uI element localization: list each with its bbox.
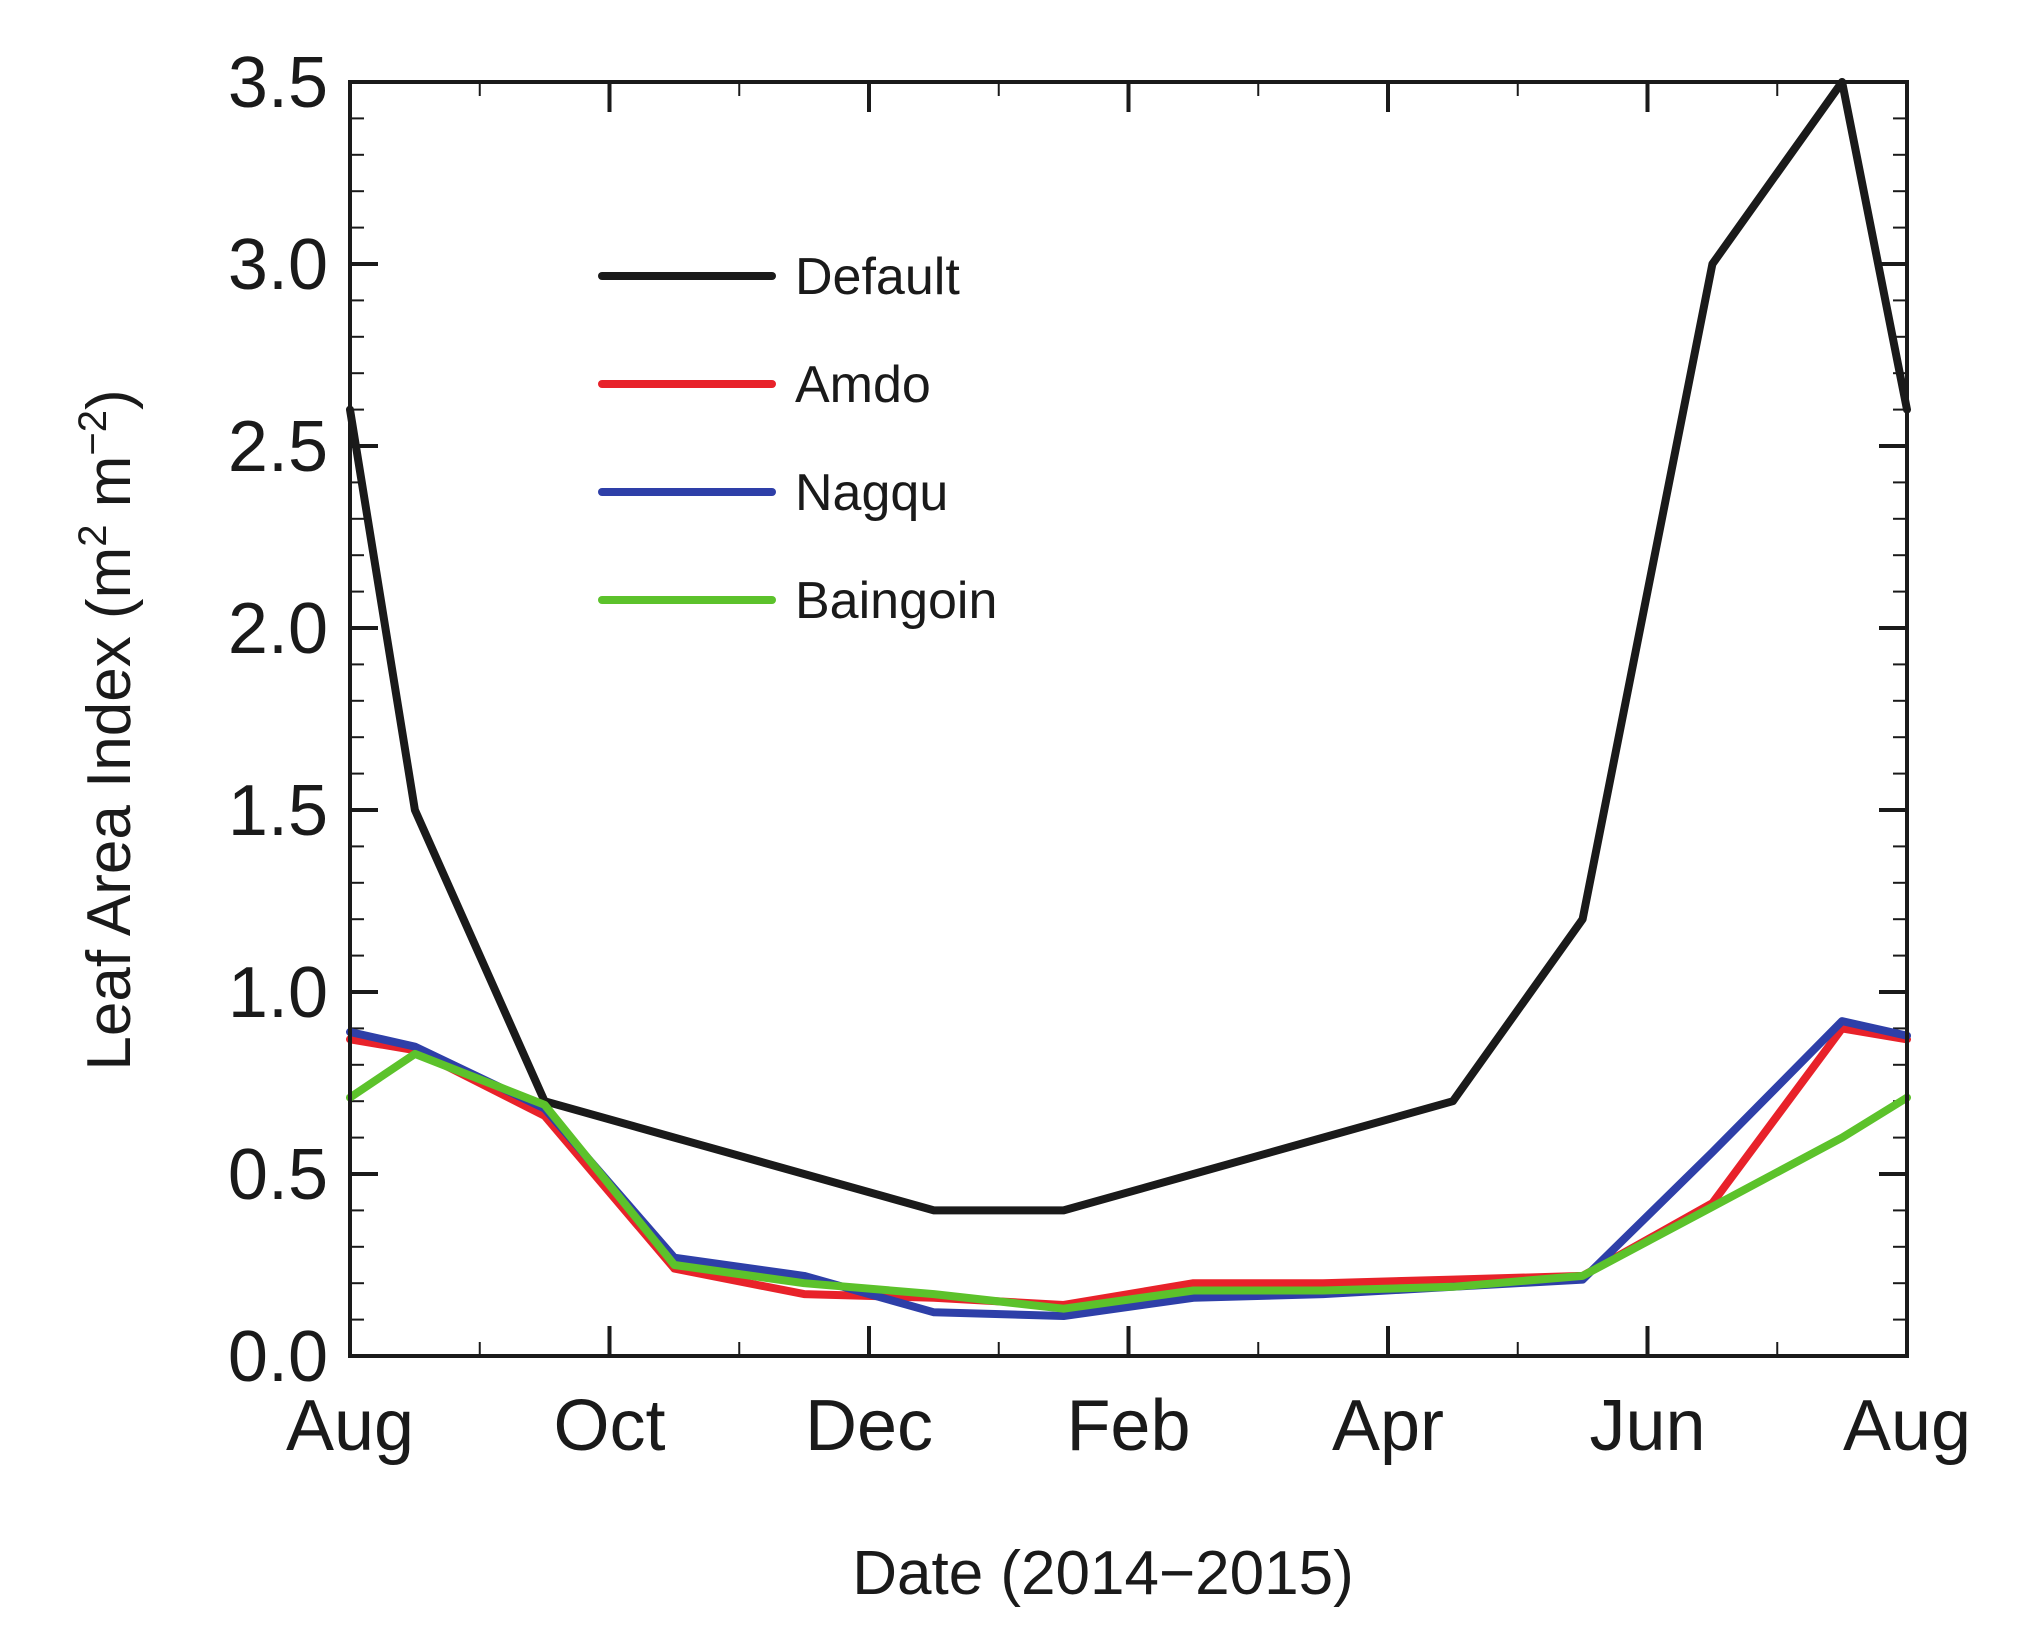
x-tick-label: Jun [1589, 1386, 1705, 1466]
plot-frame [348, 80, 1909, 1358]
y-tick-labels: 0.0 0.5 1.0 1.5 2.0 2.5 3.0 3.5 [228, 43, 328, 1397]
y-tick-label: 3.0 [228, 225, 328, 305]
x-tick-label: Apr [1332, 1386, 1444, 1466]
y-tick-label: 0.5 [228, 1135, 328, 1215]
y-tick-label: 1.0 [228, 953, 328, 1033]
y-tick-label: 3.5 [228, 43, 328, 123]
y-tick-label: 2.5 [228, 407, 328, 487]
y-axis-title-mid: m [75, 456, 144, 525]
x-tick-labels: Aug Oct Dec Feb Apr Jun Aug [286, 1386, 1971, 1466]
y-axis-title-sup1: 2 [71, 525, 115, 547]
y-axis-title-main: Leaf Area Index (m [75, 547, 144, 1071]
series-line-default [346, 78, 1911, 1215]
x-tick-label: Aug [1843, 1386, 1971, 1466]
y-axis-title: Leaf Area Index (m2 m−2) [71, 389, 144, 1070]
legend-label-nagqu: Nagqu [795, 464, 948, 522]
legend: Default Amdo Nagqu Baingoin [598, 248, 997, 630]
y-axis-title-sup2: −2 [71, 410, 115, 456]
x-tick-label: Feb [1066, 1386, 1190, 1466]
y-tick-label: 2.0 [228, 589, 328, 669]
legend-label-default: Default [795, 248, 960, 306]
series-lines [346, 78, 1911, 1320]
x-tick-label: Aug [286, 1386, 414, 1466]
y-tick-label: 1.5 [228, 771, 328, 851]
x-axis-title: Date (2014−2015) [852, 1539, 1354, 1608]
legend-label-baingoin: Baingoin [795, 572, 997, 630]
y-axis-title-end: ) [75, 389, 144, 410]
x-tick-label: Oct [553, 1386, 665, 1466]
legend-label-amdo: Amdo [795, 356, 931, 414]
x-tick-label: Dec [805, 1386, 933, 1466]
series-line-baingoin [346, 1049, 1911, 1313]
y-tick-label: 0.0 [228, 1317, 328, 1397]
